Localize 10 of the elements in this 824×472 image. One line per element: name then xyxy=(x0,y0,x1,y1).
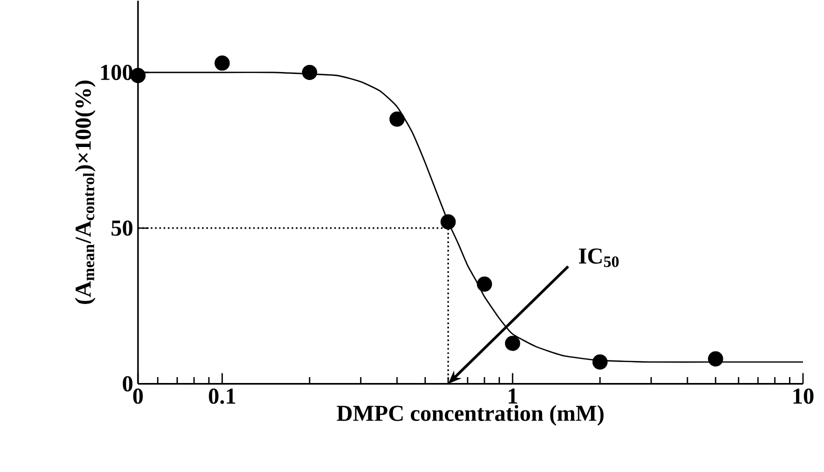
x-tick-label: 10 xyxy=(793,388,814,404)
y-tick-label: 0 xyxy=(122,376,132,392)
x-tick-label: 0 xyxy=(133,388,143,404)
x-axis-title: DMPC concentration (mM) xyxy=(336,405,604,426)
y-axis-title: (A$_{mean}$/A$_{control}$)×100(%) xyxy=(74,80,96,304)
y-tick-label: 50 xyxy=(112,220,132,236)
annotation: IC$_{50}$ xyxy=(578,248,619,268)
x-tick-label: 1 xyxy=(508,388,518,404)
x-tick-label: 0.1 xyxy=(208,388,236,404)
y-tick-label: 100 xyxy=(101,64,132,80)
